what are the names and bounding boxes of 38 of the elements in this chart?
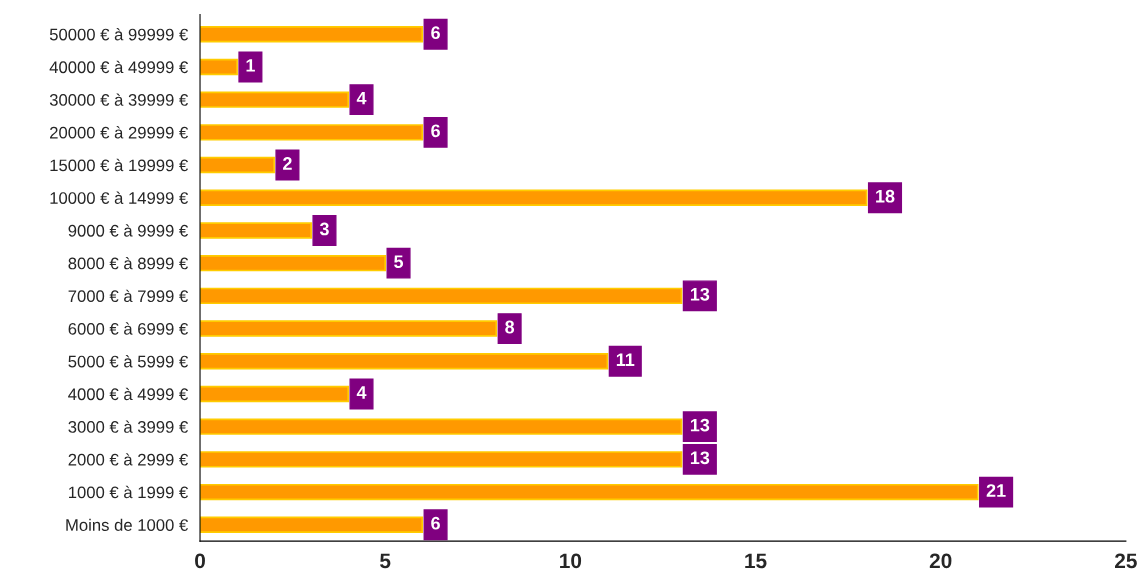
data-label: 11 xyxy=(616,353,635,366)
y-tick-label: 50000 € à 99999 € xyxy=(49,28,188,41)
y-tick-label: 10000 € à 14999 € xyxy=(50,191,188,204)
data-label: 6 xyxy=(431,516,440,530)
data-label: 13 xyxy=(690,287,710,301)
y-tick-label: Moins de 1000 € xyxy=(66,518,188,531)
y-tick-label: 6000 € à 6999 € xyxy=(68,322,188,335)
y-tick-label: 4000 € à 4999 € xyxy=(68,387,188,401)
y-tick-label: 3000 € à 3999 € xyxy=(68,420,188,433)
data-label: 21 xyxy=(986,484,1006,497)
data-label: 2 xyxy=(283,157,292,170)
data-label: 5 xyxy=(394,255,404,269)
x-tick-label: 10 xyxy=(560,553,582,569)
y-tick-label: 40000 € à 49999 € xyxy=(49,60,188,74)
data-label: 4 xyxy=(356,386,367,399)
data-label: 6 xyxy=(431,124,440,138)
data-label: 18 xyxy=(876,189,895,203)
y-tick-label: 30000 € à 39999 € xyxy=(49,93,188,106)
x-tick-label: 0 xyxy=(195,553,205,569)
data-label: 4 xyxy=(356,91,367,105)
y-tick-label: 9000 € à 9999 € xyxy=(68,224,188,237)
x-tick-label: 20 xyxy=(929,553,952,569)
data-label: 1 xyxy=(246,59,255,72)
data-label: 13 xyxy=(690,418,710,432)
y-tick-label: 5000 € à 5999 € xyxy=(68,355,188,368)
y-tick-label: 7000 € à 7999 € xyxy=(68,289,188,303)
x-tick-label: 5 xyxy=(380,553,391,569)
x-tick-label: 15 xyxy=(745,553,767,569)
y-tick-label: 20000 € à 29999 € xyxy=(50,126,188,139)
data-label: 13 xyxy=(690,451,710,465)
x-tick-label: 25 xyxy=(1114,553,1137,569)
data-label: 8 xyxy=(505,320,515,334)
data-label: 3 xyxy=(319,222,329,236)
data-label: 6 xyxy=(431,26,440,40)
y-tick-label: 8000 € à 8999 € xyxy=(68,256,188,270)
y-tick-label: 15000 € à 19999 € xyxy=(50,158,188,172)
y-tick-label: 1000 € à 1999 € xyxy=(69,485,188,499)
y-tick-label: 2000 € à 2999 € xyxy=(68,453,188,466)
